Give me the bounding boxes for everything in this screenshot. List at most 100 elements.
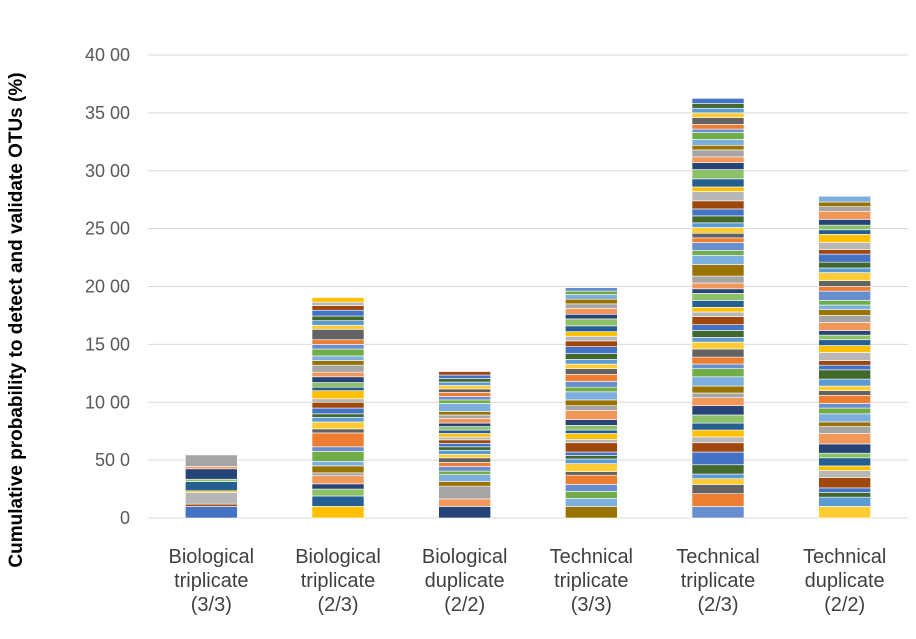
bar-segment [311, 360, 365, 366]
bar-segment [565, 381, 618, 388]
bar-segment [311, 421, 365, 430]
bar-segment [818, 496, 871, 507]
bar-segment [818, 487, 871, 493]
y-tick-label: 50 0 [95, 450, 130, 470]
bar-segment [818, 477, 871, 489]
bar-segment [691, 337, 745, 343]
bar-segment [818, 378, 871, 387]
bar-segment [691, 139, 745, 146]
bar-segment [565, 498, 618, 507]
bar-segment [691, 232, 745, 239]
bar-segment [691, 169, 745, 180]
bar-segment [565, 438, 618, 444]
bar-segment [691, 392, 745, 398]
bar-stack [185, 454, 238, 519]
bar-segment [818, 352, 871, 361]
bar-segment [818, 224, 871, 231]
bar-segment [691, 250, 745, 256]
y-tick-label: 35 00 [85, 103, 130, 123]
bar-segment [438, 446, 491, 451]
bar-segment [691, 112, 745, 118]
bar-segment [311, 446, 365, 452]
bar-segment [818, 229, 871, 235]
bar-segment [691, 451, 745, 466]
bar-segment [311, 416, 365, 423]
bar-segment [311, 297, 365, 303]
x-category-labels: Biological triplicate (3/3) Biological tripl… [169, 546, 887, 616]
bar-segment [438, 418, 491, 424]
bar-segment [818, 364, 871, 371]
bar-segment [185, 492, 238, 505]
bar-segment [818, 407, 871, 415]
bar-segment [565, 491, 618, 499]
bar-segment [565, 374, 618, 382]
bar-segment [311, 305, 365, 311]
bar-segment [691, 368, 745, 378]
bar-segment [691, 405, 745, 416]
bar-segment [818, 195, 871, 203]
bar-segment [438, 466, 491, 472]
bar-segment [691, 156, 745, 163]
bar-segment [565, 429, 618, 434]
bar-segment [818, 267, 871, 273]
bar-segment [691, 324, 745, 331]
bar-segment [311, 376, 365, 383]
bar-segment [818, 249, 871, 255]
bar-segment [438, 429, 491, 434]
bar-segment [691, 493, 745, 507]
bar-segment [438, 498, 491, 507]
bar-segment [438, 454, 491, 459]
bar-segment [438, 474, 491, 482]
bar-segment [691, 300, 745, 308]
bar-segment [565, 340, 618, 347]
bar-stack [691, 98, 745, 519]
bar-segment [691, 478, 745, 485]
bar-segment [818, 253, 871, 263]
bar-segment [691, 191, 745, 202]
y-tick-label: 30 00 [85, 161, 130, 181]
bar-segment [438, 485, 491, 500]
bar-segment [438, 481, 491, 487]
bar-segment [438, 411, 491, 416]
bar-segment [438, 426, 491, 431]
bar-segment [691, 132, 745, 140]
bar-segment [818, 339, 871, 346]
bar-segment [818, 413, 871, 423]
bar-segment [565, 471, 618, 476]
bar-segment [818, 395, 871, 404]
y-tick-labels: 0 50 0 10 00 15 00 20 00 25 00 30 00 35 00 40 00 [85, 45, 130, 528]
bar-segment [691, 422, 745, 431]
bar-segment [565, 335, 618, 342]
bar-segment [818, 286, 871, 292]
bar-segment [691, 293, 745, 301]
bar-segment [818, 322, 871, 331]
bar-segment [311, 324, 365, 330]
bar-segment [818, 309, 871, 316]
bar-segment [818, 219, 871, 226]
bar-segment [691, 288, 745, 294]
bar-segment [311, 348, 365, 357]
bar-segment [691, 103, 745, 109]
bar-segment [565, 506, 618, 519]
bar-segment [438, 371, 491, 376]
bar-segment [438, 506, 491, 519]
bar-segment [691, 484, 745, 494]
x-category-label: Biological triplicate (3/3) [169, 546, 255, 616]
bar-segment [565, 458, 618, 464]
bar-segment [311, 309, 365, 317]
bar-segment [691, 98, 745, 104]
bar-segment [311, 364, 365, 373]
bar-segment [565, 442, 618, 453]
bar-segment [691, 363, 745, 369]
bar-segment [691, 356, 745, 365]
bar-segment [438, 414, 491, 419]
bar-segment [565, 474, 618, 485]
bar-segment [311, 432, 365, 448]
bar-segment [565, 368, 618, 375]
bar-segment [818, 360, 871, 366]
y-tick-label: 0 [120, 508, 130, 528]
bar-segment [311, 382, 365, 388]
bar-segment [818, 334, 871, 341]
bar-segment [565, 399, 618, 407]
